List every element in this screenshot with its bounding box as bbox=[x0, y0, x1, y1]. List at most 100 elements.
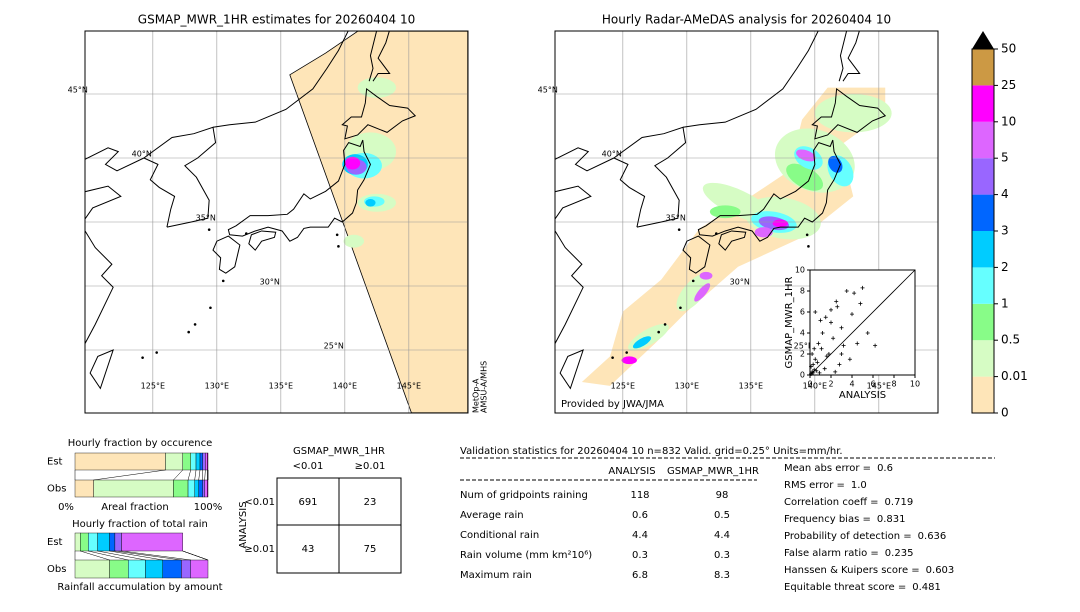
lon-label: 145°E bbox=[867, 382, 891, 391]
fraction-segment bbox=[74, 532, 81, 552]
scatter-point bbox=[813, 310, 818, 314]
scatter-point bbox=[858, 301, 863, 306]
lon-label: 140°E bbox=[803, 382, 827, 391]
scatter-point bbox=[852, 291, 857, 296]
scatter-point bbox=[811, 362, 816, 367]
fraction-segment bbox=[199, 452, 203, 471]
scatter-point bbox=[837, 362, 842, 367]
score-label: False alarm ratio = bbox=[784, 548, 879, 559]
lon-label: 125°E bbox=[141, 382, 165, 391]
map-layer bbox=[555, 31, 938, 413]
colorbar-label: 4 bbox=[1001, 187, 1009, 201]
scatter-point bbox=[817, 370, 822, 375]
row-header: ≥0.01 bbox=[244, 544, 275, 555]
scatter-point bbox=[826, 352, 831, 356]
column-header: GSMAP_MWR_1HR bbox=[667, 466, 759, 477]
connector bbox=[114, 550, 182, 561]
chart-title: Hourly fraction by occurence bbox=[68, 438, 212, 449]
score: Correlation coeff = 0.719 bbox=[784, 497, 913, 508]
score-value: 0.719 bbox=[885, 497, 914, 508]
scatter-point bbox=[813, 357, 818, 362]
scatter-point bbox=[839, 352, 844, 356]
colorbar-box bbox=[972, 49, 994, 86]
score-value: 1.0 bbox=[851, 480, 867, 491]
score-label: Frequency bias = bbox=[784, 514, 871, 525]
column-header: ANALYSIS bbox=[608, 466, 655, 477]
map-title: Hourly Radar-AMeDAS analysis for 2026040… bbox=[602, 13, 891, 27]
connector bbox=[173, 469, 183, 481]
stat-label: Conditional rain bbox=[460, 530, 539, 541]
score-label: Probability of detection = bbox=[784, 531, 912, 542]
connector bbox=[121, 550, 191, 561]
stat-value: 0.6 bbox=[632, 510, 648, 521]
colorbar-box bbox=[972, 85, 994, 122]
score-label: RMS error = bbox=[784, 480, 845, 491]
coastline bbox=[89, 349, 114, 390]
fraction-segment bbox=[109, 559, 129, 579]
fraction-segment bbox=[74, 479, 94, 498]
scatter-point bbox=[839, 325, 844, 330]
score: Hanssen & Kuipers score = 0.603 bbox=[784, 565, 954, 576]
scatter-point bbox=[860, 285, 865, 290]
connector bbox=[182, 550, 209, 561]
score-value: 0.6 bbox=[877, 463, 893, 474]
score: Frequency bias = 0.831 bbox=[784, 514, 906, 525]
score-value: 0.636 bbox=[918, 531, 947, 542]
island bbox=[193, 323, 197, 326]
island bbox=[337, 245, 340, 248]
lon-label: 125°E bbox=[611, 382, 635, 391]
score-value: 0.481 bbox=[912, 582, 941, 593]
colorbar-label: 0.01 bbox=[1001, 369, 1028, 383]
stat-value: 98 bbox=[716, 490, 729, 501]
axis-label: 0% bbox=[58, 502, 74, 513]
y-tick-label: 2 bbox=[800, 350, 805, 359]
stat-value: 4.4 bbox=[632, 530, 648, 541]
scatter-point bbox=[847, 357, 852, 362]
colorbar-label: 5 bbox=[1001, 151, 1009, 165]
island bbox=[611, 356, 614, 359]
island bbox=[244, 232, 248, 235]
island bbox=[807, 245, 810, 248]
fraction-segment bbox=[190, 559, 209, 579]
island bbox=[625, 351, 628, 354]
table-axis: ANALYSIS bbox=[238, 501, 249, 548]
fraction-segment bbox=[202, 452, 206, 471]
rain-area bbox=[632, 336, 652, 349]
map-frame bbox=[84, 30, 469, 414]
lon-label: 130°E bbox=[675, 382, 699, 391]
score-label: Hanssen & Kuipers score = bbox=[784, 565, 920, 576]
map-title: GSMAP_MWR_1HR estimates for 20260404 10 bbox=[138, 13, 415, 27]
rain-area bbox=[754, 227, 773, 238]
coastline bbox=[341, 87, 417, 140]
credit: AMSU-A/MHS bbox=[480, 361, 489, 413]
x-tick-label: 6 bbox=[870, 380, 875, 389]
fraction-segment bbox=[80, 532, 89, 552]
fraction-segment bbox=[205, 452, 208, 471]
scatter-point bbox=[815, 360, 820, 365]
island bbox=[155, 351, 158, 354]
fraction-segment bbox=[173, 479, 189, 498]
coastline bbox=[368, 31, 378, 82]
y-tick-label: 0 bbox=[800, 371, 805, 380]
score: False alarm ratio = 0.235 bbox=[784, 548, 913, 559]
lat-label: 40°N bbox=[602, 150, 622, 159]
scatter-point bbox=[814, 368, 819, 373]
x-tick-label: 0 bbox=[807, 380, 812, 389]
coastline bbox=[697, 139, 841, 242]
scatter-point bbox=[811, 370, 816, 375]
coastline bbox=[718, 230, 747, 251]
stat-label: Num of gridpoints raining bbox=[460, 490, 588, 501]
score-label: Equitable threat score = bbox=[784, 582, 906, 593]
coastline bbox=[212, 235, 241, 274]
chart-title: Hourly fraction of total rain bbox=[72, 519, 208, 530]
coastline bbox=[682, 235, 711, 274]
scatter-point bbox=[829, 307, 833, 312]
x-tick-label: 2 bbox=[828, 380, 833, 389]
table-cell: 43 bbox=[302, 544, 315, 555]
scatter-point bbox=[850, 312, 854, 317]
score-value: 0.235 bbox=[885, 548, 914, 559]
island bbox=[805, 233, 809, 237]
score-value: 0.603 bbox=[926, 565, 955, 576]
stat-label: Maximum rain bbox=[460, 570, 532, 581]
